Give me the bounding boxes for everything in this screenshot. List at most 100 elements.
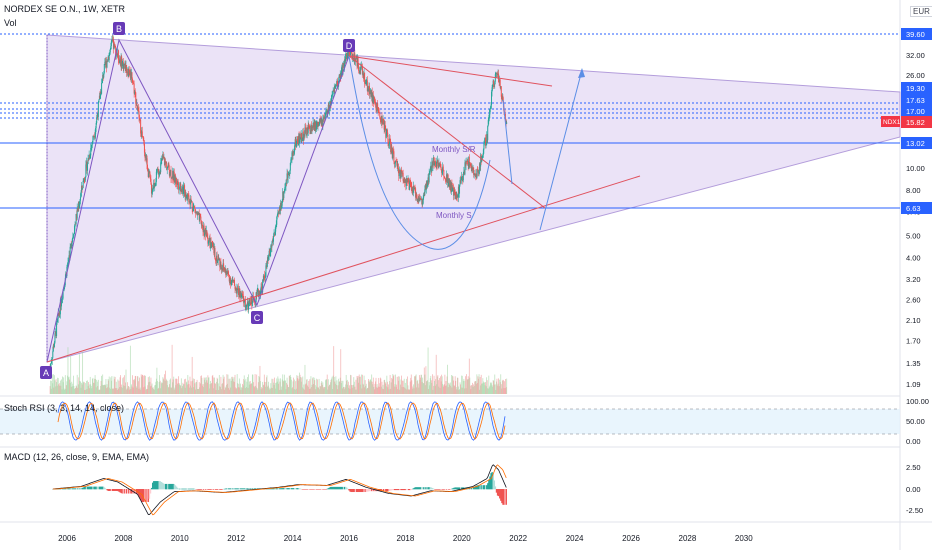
volume-bar <box>166 385 168 394</box>
volume-bar <box>376 384 378 394</box>
volume-bar <box>186 384 188 394</box>
volume-bar <box>192 380 194 394</box>
candle-body <box>107 56 109 62</box>
candle-body <box>186 195 188 200</box>
candle-body <box>409 180 411 190</box>
candle-body <box>193 206 195 208</box>
current-price-badge <box>901 116 932 128</box>
candle-body <box>292 151 294 156</box>
volume-bar <box>357 376 359 394</box>
macd-label[interactable]: MACD (12, 26, close, 9, EMA, EMA) <box>4 452 150 462</box>
volume-bar <box>131 384 132 394</box>
macd-histogram-bar <box>155 481 157 490</box>
volume-bar <box>62 376 63 394</box>
candle-body <box>383 122 385 130</box>
candle-body <box>495 73 497 74</box>
price-tick-label: 1.35 <box>906 359 921 368</box>
macd-histogram-bar <box>145 489 147 502</box>
macd-histogram-bar <box>72 488 75 490</box>
volume-bar <box>426 380 428 394</box>
volume-bar <box>158 382 160 394</box>
volume-bar <box>215 383 216 394</box>
triangle-pattern[interactable] <box>46 34 901 363</box>
macd-histogram-bar <box>290 488 293 490</box>
volume-bar <box>97 386 99 394</box>
volume-bar <box>454 386 456 394</box>
macd-histogram-bar <box>447 489 449 490</box>
macd-histogram-bar <box>212 489 215 490</box>
candle-body <box>381 116 383 124</box>
volume-bar <box>302 376 304 394</box>
point-label-a[interactable]: A <box>40 366 52 379</box>
macd-histogram-bar <box>400 489 402 491</box>
candle-body <box>288 173 290 175</box>
candle-body <box>376 103 378 112</box>
volume-bar <box>132 375 133 394</box>
resistance-trendline <box>348 55 553 87</box>
volume-bar <box>320 382 322 394</box>
candle-body <box>190 198 192 202</box>
candle-body <box>145 154 147 161</box>
macd-histogram-bar <box>141 489 143 502</box>
candle-body <box>283 191 285 199</box>
candle-body <box>210 241 212 249</box>
candle-body <box>109 52 111 53</box>
volume-bar <box>444 374 446 394</box>
volume-bar <box>71 381 73 394</box>
volume-bar <box>167 387 169 394</box>
candle-body <box>181 186 183 192</box>
volume-bar <box>472 386 474 394</box>
candle-body <box>76 208 78 219</box>
price-tick-label: 10.00 <box>906 164 925 173</box>
candle-body <box>182 186 184 194</box>
volume-bar <box>99 389 100 394</box>
volume-bar <box>121 387 123 394</box>
stoch-band <box>0 409 900 434</box>
point-label-d[interactable]: D <box>343 39 355 52</box>
candle-body <box>421 198 423 205</box>
candle-body <box>79 197 81 201</box>
candle-body <box>246 304 248 306</box>
symbol-title[interactable]: NORDEX SE O.N., 1W, XETR <box>4 4 126 14</box>
candle-body <box>261 286 263 288</box>
volume-bar <box>279 381 281 394</box>
candle-body <box>425 181 427 190</box>
point-label-b[interactable]: B <box>113 22 125 35</box>
price-tick-label: 2.10 <box>906 316 921 325</box>
volume-bar <box>355 379 357 394</box>
point-label-c[interactable]: C <box>251 311 263 324</box>
volume-bar <box>300 377 302 394</box>
candle-body <box>423 193 425 196</box>
volume-bar <box>396 384 398 394</box>
candle-body <box>262 280 264 281</box>
volume-label[interactable]: Vol <box>4 18 17 28</box>
candle-body <box>302 131 304 139</box>
macd-histogram-bar <box>445 489 448 490</box>
candle-body <box>324 115 326 119</box>
volume-bar <box>470 389 472 394</box>
candle-body <box>422 197 424 204</box>
candle-body <box>308 125 310 127</box>
volume-bar <box>389 381 390 394</box>
currency-label[interactable]: EUR <box>910 6 932 17</box>
volume-bar <box>206 382 208 394</box>
macd-histogram-bar <box>324 489 326 490</box>
volume-bar <box>257 382 259 394</box>
time-tick-label: 2010 <box>171 534 189 543</box>
macd-histogram-bar <box>349 489 351 492</box>
volume-bar <box>304 389 305 394</box>
volume-bar <box>307 385 309 394</box>
macd-histogram-bar <box>314 489 317 490</box>
candle-body <box>79 200 81 205</box>
volume-bar <box>438 386 440 394</box>
stoch-rsi-label[interactable]: Stoch RSI (3, 3, 14, 14, close) <box>4 403 125 413</box>
candle-body <box>385 129 387 138</box>
candle-body <box>432 162 434 167</box>
candle-body <box>231 280 233 283</box>
candle-body <box>129 70 131 76</box>
volume-bar <box>214 383 216 394</box>
macd-histogram-bar <box>281 488 283 490</box>
macd-histogram-bar <box>66 488 68 490</box>
candle-body <box>405 181 407 186</box>
